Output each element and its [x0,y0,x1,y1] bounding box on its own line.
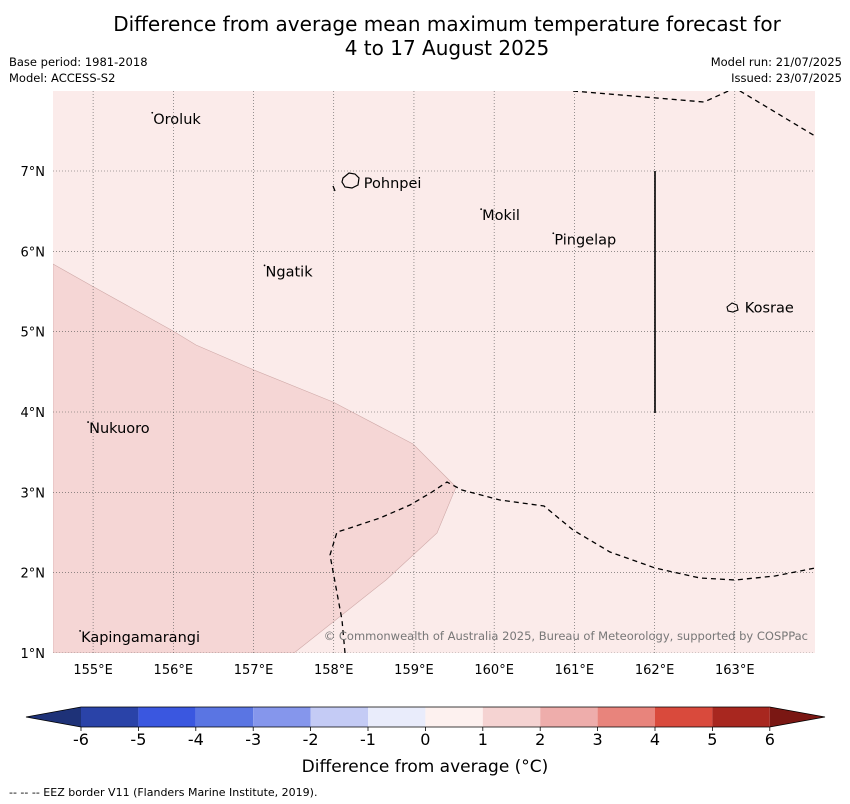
place-label-kapingamarangi: Kapingamarangi [81,630,200,646]
place-label-nukuoro: Nukuoro [89,421,150,437]
colorbar-tick-label: -2 [303,730,319,749]
eez-border-south [329,481,815,653]
island-marker [263,264,266,267]
model-name: Model: ACCESS-S2 [9,71,116,85]
issued-date: Issued: 23/07/2025 [731,71,842,85]
place-label-mokil: Mokil [482,208,520,224]
place-label-pohnpei: Pohnpei [364,176,422,192]
title-line-2: 4 to 17 August 2025 [344,36,550,60]
anomaly-region-1-to-2 [53,263,457,653]
colorbar-tick-label: 5 [707,730,717,749]
lon-tick-label: 158°E [314,663,354,678]
colorbar-tick-label: -1 [360,730,376,749]
lat-tick-label: 2°N [21,567,46,582]
eez-border-north [572,91,815,137]
colorbar-segment [655,707,713,727]
place-label-kosrae: Kosrae [745,301,794,317]
place-label-ngatik: Ngatik [266,264,314,280]
kosrae-island [726,302,739,313]
colorbar-tick-label: 4 [650,730,660,749]
lon-tick-label: 156°E [154,663,194,678]
colorbar-tick-label: 6 [765,730,775,749]
meta-right: Model run: 21/07/2025 Issued: 23/07/2025 [711,54,842,86]
page-title: Difference from average mean maximum tem… [0,12,850,60]
colorbar-tick-label: 2 [535,730,545,749]
model-run: Model run: 21/07/2025 [710,55,842,69]
island-marker [79,630,81,632]
colorbar-segment [310,707,368,727]
lat-tick-label: 6°N [21,245,46,260]
credit-text: © Commonwealth of Australia 2025, Bureau… [324,629,808,643]
eez-border-fragment [332,185,336,192]
place-labels: Oroluk Pohnpei Mokil Pingelap Ngatik Kosrae Nu… [81,112,794,646]
colorbar-tick-label: -3 [245,730,261,749]
colorbar-segment [540,707,598,727]
place-label-oroluk: Oroluk [153,112,201,128]
lon-tick-label: 163°E [715,663,755,678]
lon-tick-label: 159°E [394,663,434,678]
lon-tick-label: 157°E [234,663,274,678]
colorbar-tick-label: -4 [188,730,204,749]
colorbar-segment [425,707,483,727]
lon-tick-label: 155°E [73,663,113,678]
colorbar: -6 -5 -4 -3 -2 -1 0 1 2 3 4 5 6 [25,706,826,749]
colorbar-segment [81,707,139,727]
base-period: Base period: 1981-2018 [9,55,148,69]
graticule [53,91,815,653]
colorbar-under-arrow [26,707,81,727]
colorbar-tick-label: 0 [420,730,430,749]
lat-tick-label: 5°N [21,326,46,341]
pohnpei-island [341,172,360,189]
lat-tick-label: 4°N [21,406,46,421]
colorbar-tick-label: -5 [130,730,146,749]
colorbar-tick-label: 1 [478,730,488,749]
colorbar-segment [482,707,541,727]
island-marker [87,421,89,423]
colorbar-segment [195,707,254,727]
colorbar-segment [253,707,311,727]
footer-note: -- -- -- EEZ border V11 (Flanders Marine… [9,786,318,799]
colorbar-over-arrow [769,707,825,727]
colorbar-title: Difference from average (°C) [301,757,549,777]
lat-tick-label: 1°N [21,647,46,662]
lat-tick-label: 3°N [21,486,46,501]
lon-tick-label: 160°E [474,663,514,678]
longitude-labels: 155°E 156°E 157°E 158°E 159°E 160°E 161°E 162°E… [73,663,754,678]
lat-tick-label: 7°N [21,165,46,180]
colorbar-segment [138,707,196,727]
colorbar-segment [597,707,655,727]
lon-tick-label: 161°E [555,663,595,678]
island-marker [480,208,483,211]
colorbar-tick-label: 3 [593,730,603,749]
colorbar-segment [368,707,426,727]
island-marker [552,232,555,235]
title-line-1: Difference from average mean maximum tem… [113,12,781,36]
latitude-labels: 1°N 2°N 3°N 4°N 5°N 6°N 7°N [21,165,46,662]
place-label-pingelap: Pingelap [554,232,616,248]
colorbar-segment [712,707,770,727]
lon-tick-label: 162°E [635,663,675,678]
place-markers [79,111,555,632]
meta-left: Base period: 1981-2018 Model: ACCESS-S2 [9,54,148,86]
island-marker [151,111,154,114]
colorbar-tick-label: -6 [73,730,89,749]
